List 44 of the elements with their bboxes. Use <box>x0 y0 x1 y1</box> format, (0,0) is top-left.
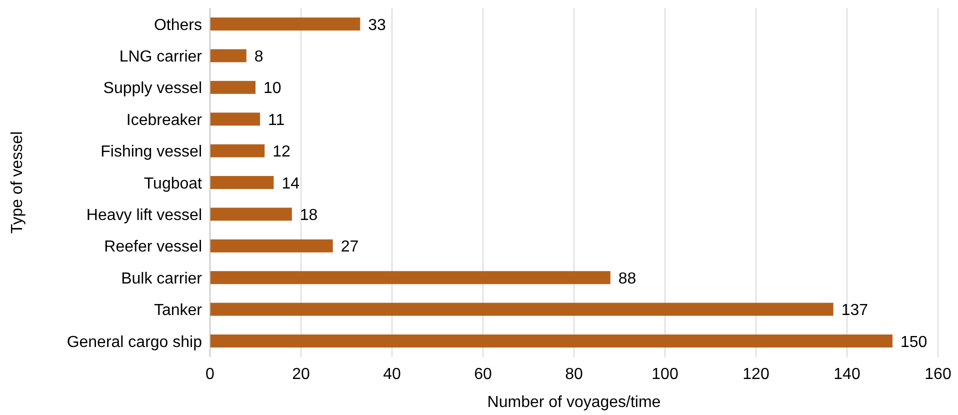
x-axis-title: Number of voyages/time <box>487 394 661 411</box>
y-axis-title: Type of vessel <box>9 131 26 234</box>
data-label: 8 <box>254 48 264 66</box>
y-tick-label: Tanker <box>154 302 203 320</box>
bar <box>210 49 246 62</box>
x-tick-label: 20 <box>292 366 310 383</box>
y-tick-label: Fishing vessel <box>100 144 202 161</box>
x-tick-label: 80 <box>565 366 583 383</box>
y-tick-label: Others <box>154 16 202 34</box>
y-tick-label: General cargo ship <box>66 334 202 351</box>
data-label: 27 <box>340 238 359 256</box>
bar <box>210 239 333 252</box>
x-tick-label: 0 <box>206 366 215 383</box>
bar <box>210 144 265 158</box>
bar <box>210 334 892 348</box>
data-label: 88 <box>618 270 636 288</box>
x-tick-label: 40 <box>383 366 401 383</box>
data-label: 11 <box>268 112 285 129</box>
bar <box>210 176 274 189</box>
x-tick-label: 60 <box>474 366 492 383</box>
y-tick-label: Heavy lift vessel <box>86 206 202 224</box>
x-tick-label: 160 <box>924 366 952 383</box>
y-tick-label: Supply vessel <box>103 80 202 98</box>
data-label: 33 <box>368 16 386 34</box>
data-label: 14 <box>282 175 300 192</box>
data-label: 150 <box>900 334 928 351</box>
bar <box>210 112 260 126</box>
y-tick-label: LNG carrier <box>119 48 203 66</box>
bar <box>210 302 834 316</box>
bar <box>210 18 360 31</box>
x-tick-label: 120 <box>742 366 770 383</box>
data-label: 10 <box>264 80 282 98</box>
y-tick-label: Icebreaker <box>126 112 203 129</box>
bar <box>210 271 610 284</box>
data-label: 12 <box>272 144 290 161</box>
bar <box>210 80 256 94</box>
data-label: 137 <box>841 302 868 320</box>
data-label: 18 <box>300 206 318 224</box>
y-tick-label: Reefer vessel <box>104 238 202 256</box>
y-tick-label: Bulk carrier <box>121 270 203 288</box>
y-tick-label: Tugboat <box>144 175 203 192</box>
x-tick-label: 140 <box>834 366 860 383</box>
bar <box>210 208 292 221</box>
x-tick-label: 100 <box>652 366 678 383</box>
